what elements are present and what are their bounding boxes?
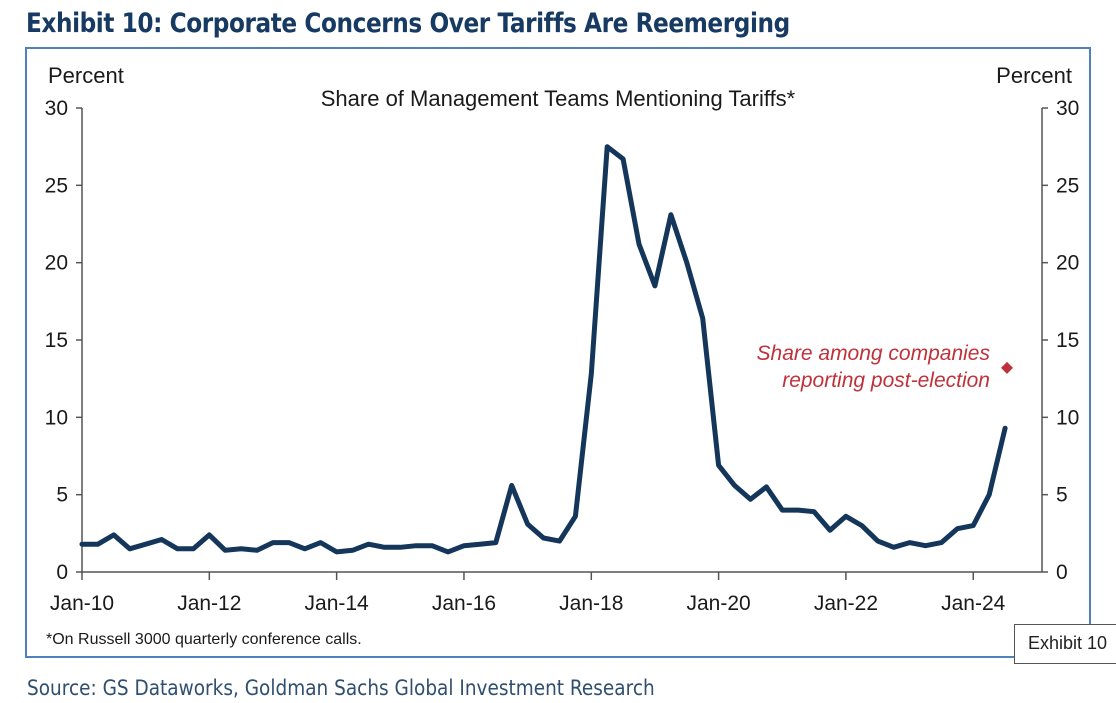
x-tick-label: Jan-20 [686,592,750,615]
y-tick-label-left: 5 [56,484,68,507]
footnote: *On Russell 3000 quarterly conference ca… [46,631,362,648]
y-tick-label-left: 30 [45,97,68,120]
annotation-line-2: reporting post-election [782,369,990,392]
source-note: Source: GS Dataworks, Goldman Sachs Glob… [27,676,655,700]
right-axis-unit: Percent [996,63,1072,88]
y-tick-label-right: 0 [1056,561,1068,584]
axes-group: 0 0 5 5 10 10 15 15 20 20 25 25 30 30 Jan-10 Jan-12 Jan-… [45,97,1080,615]
y-tick-label-left: 10 [45,406,68,429]
y-tick-label-right: 30 [1056,97,1079,120]
exhibit-tag: Exhibit 10 [1014,624,1116,664]
left-axis-unit: Percent [48,63,124,88]
x-tick-label: Jan-14 [305,592,370,615]
x-tick-label: Jan-16 [432,592,496,615]
chart-title: Share of Management Teams Mentioning Tar… [321,86,796,111]
x-tick-label: Jan-24 [941,592,1006,615]
y-tick-label-left: 15 [45,329,68,352]
marks-group [79,144,1013,555]
x-tick-label: Jan-22 [814,592,878,615]
y-tick-label-left: 20 [45,252,68,275]
y-tick-label-right: 15 [1056,329,1079,352]
x-tick-label: Jan-18 [559,592,623,615]
y-tick-label-right: 10 [1056,406,1079,429]
series-line [79,144,1008,555]
x-tick-label: Jan-10 [50,592,114,615]
y-tick-label-left: 0 [56,561,68,584]
exhibit-title: Exhibit 10: Corporate Concerns Over Tari… [26,8,790,39]
y-tick-label-right: 20 [1056,252,1079,275]
annotation-line-1: Share among companies [757,342,991,365]
y-tick-label-right: 5 [1056,484,1068,507]
y-tick-label-right: 25 [1056,174,1079,197]
post-election-point [1000,361,1013,374]
chart-frame [25,47,1091,658]
y-tick-label-left: 25 [45,174,68,197]
x-tick-label: Jan-12 [177,592,241,615]
